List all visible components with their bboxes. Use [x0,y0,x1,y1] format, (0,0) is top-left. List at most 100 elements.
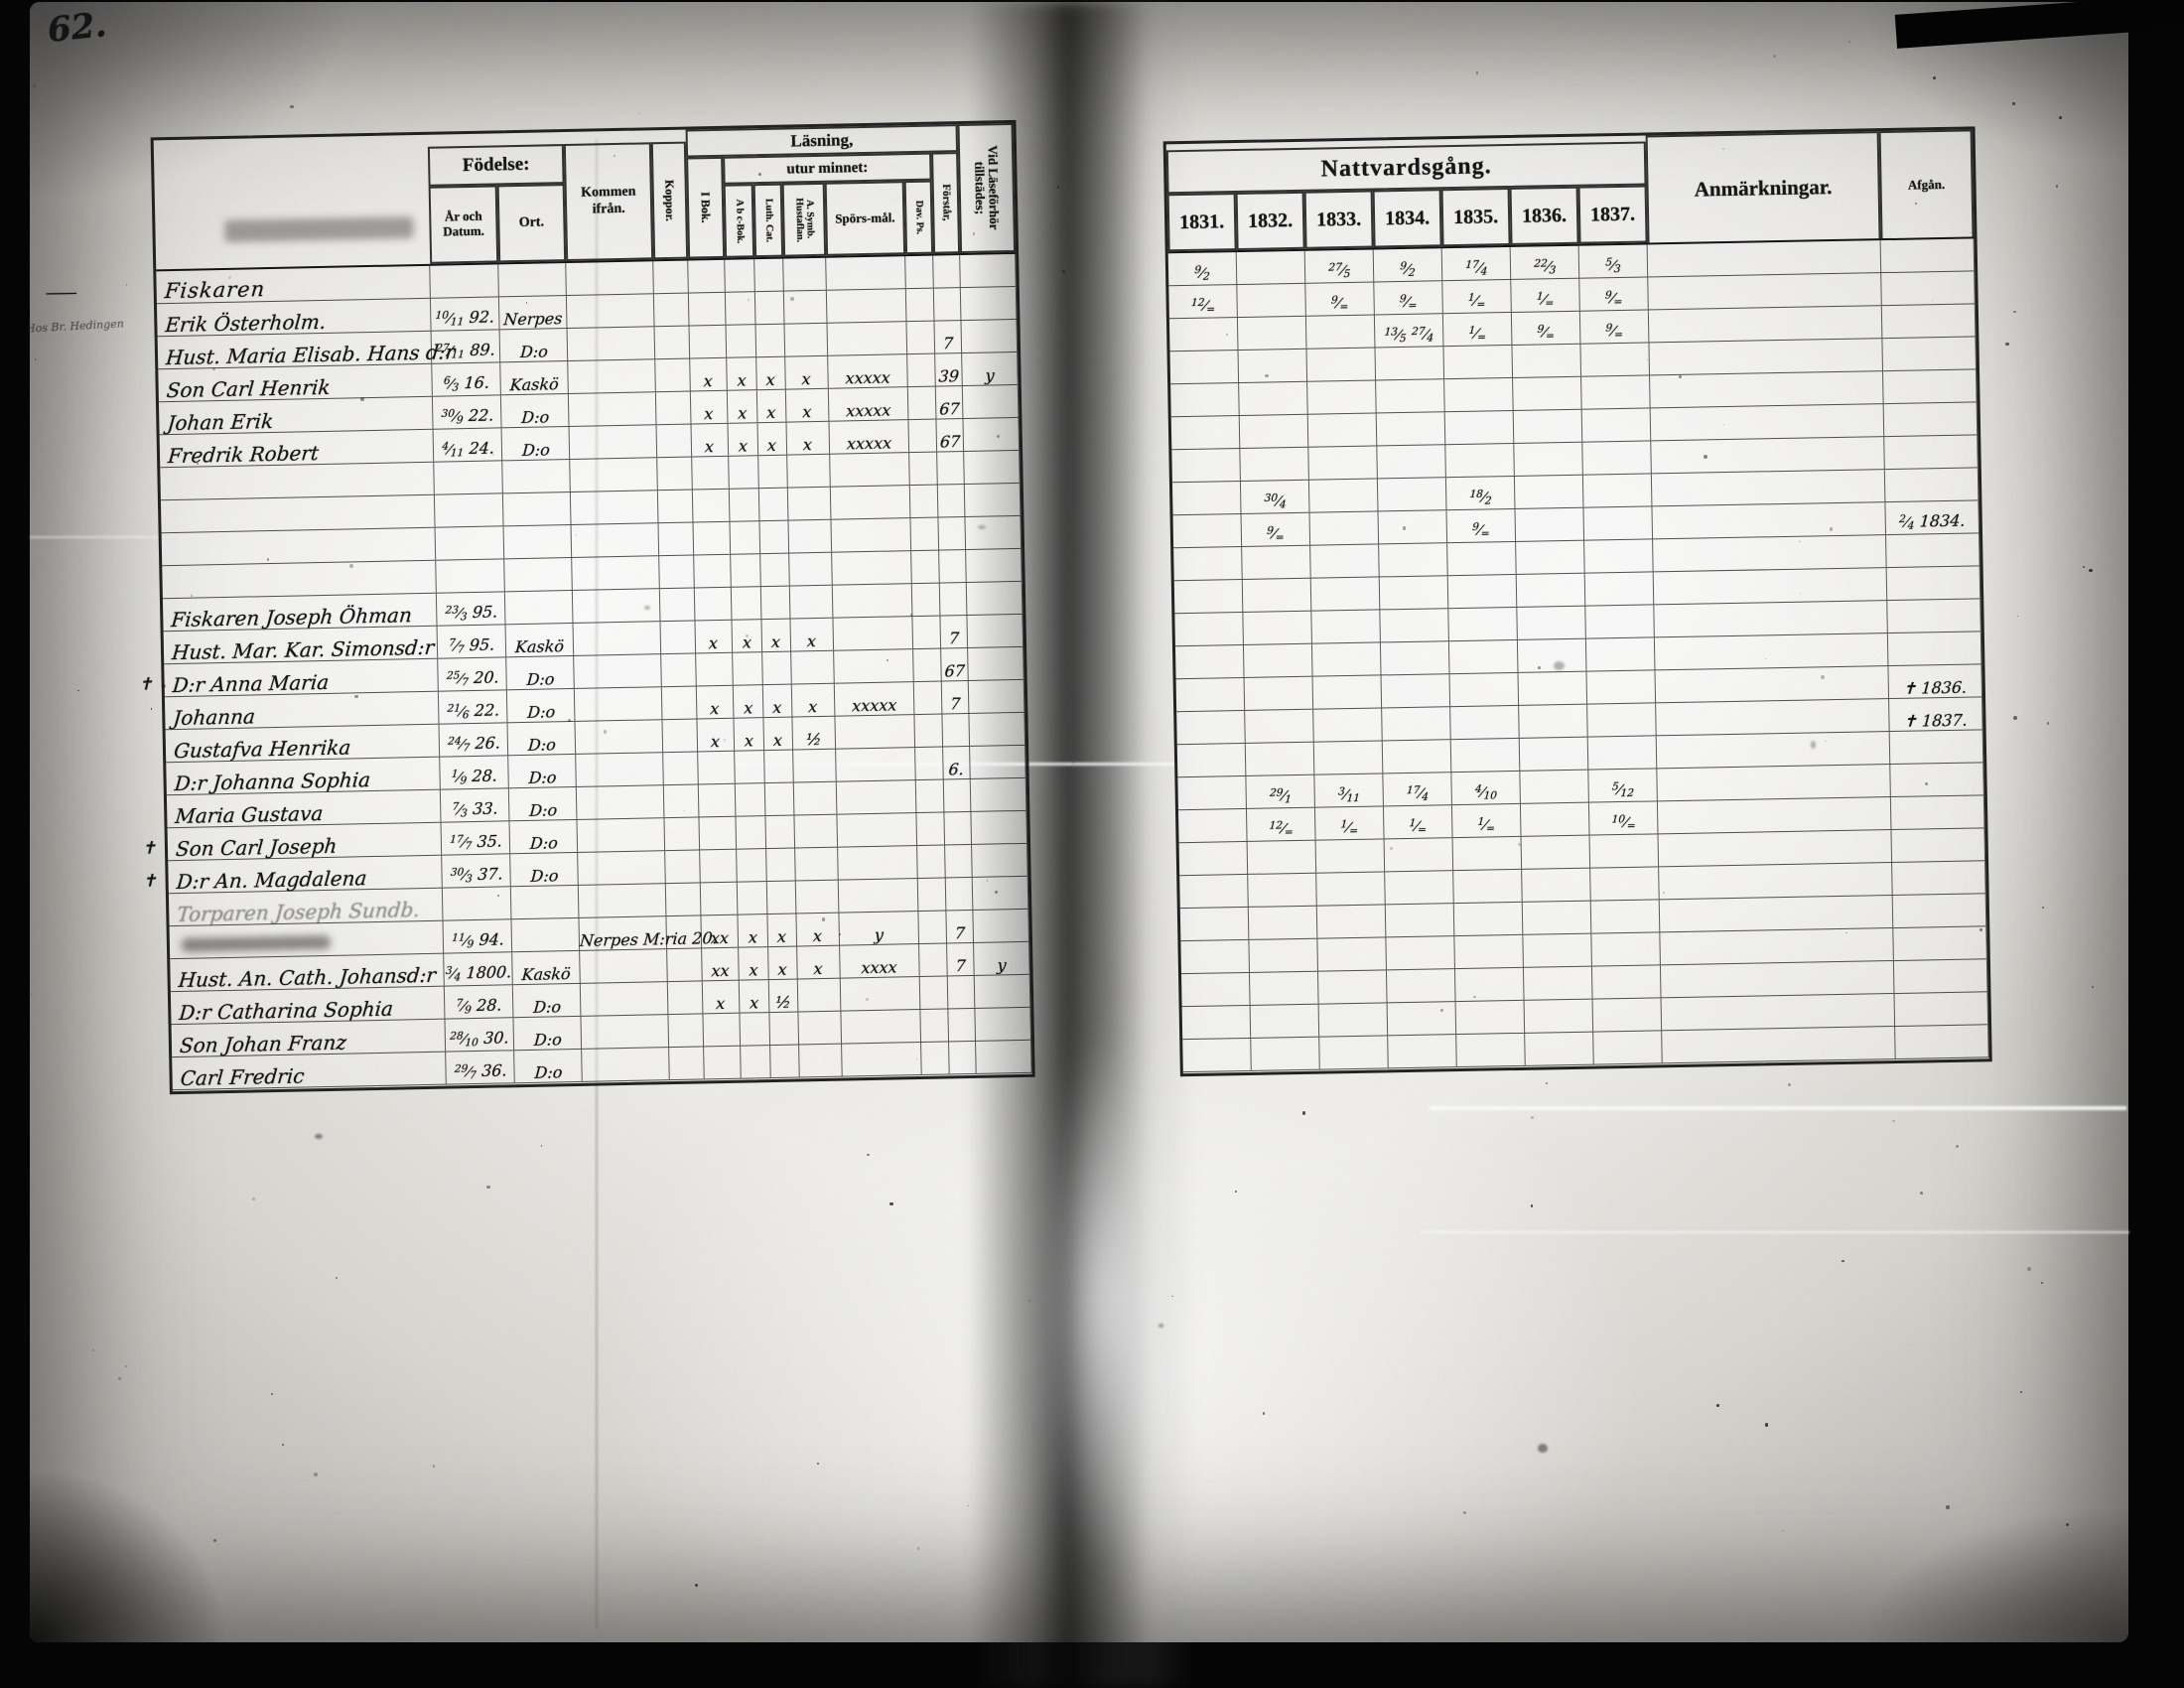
entry-mark: D:o [529,836,558,851]
cell-name [170,921,445,959]
cell-koppor [668,981,704,1014]
cell-anm [1650,371,1884,407]
fraction-date: 9⁄2 [1194,263,1211,282]
cell-ort: D:o [506,656,575,689]
cell-forstar: 67 [936,419,964,452]
communion-date: 9⁄= [1604,291,1623,308]
scan-speck [2092,986,2094,988]
cell-spors [831,518,911,552]
cell-y1834 [1387,969,1456,1002]
cell-ibok: x [690,358,728,391]
entry-mark: ½ [806,733,822,748]
cell-y1832 [1245,677,1314,710]
cell-spors [836,748,916,781]
cell-y1832 [1242,546,1311,579]
fraction-date: 3⁄11 [1337,784,1361,803]
fraction-date: 18⁄2 [1469,488,1493,506]
cell-y1831 [1175,645,1245,678]
fraction-date: 1⁄9 [451,768,468,786]
cell-kommen [570,425,658,459]
fraction-date: 1⁄= [1477,815,1496,834]
cell-symb: x [796,914,840,946]
cell-spors: xxxxx [829,387,909,421]
cell-anm [1648,240,1882,276]
cell-y1831 [1174,580,1244,613]
cell-spors [830,453,910,487]
cell-date: 25⁄7 20. [438,657,507,690]
header-vid-laseforhor: Vid Läseförhör tillstädes; [957,123,1016,253]
fraction-date: 13⁄5 [1384,325,1408,344]
cell-kommen [568,359,656,393]
scratch-line [1430,1106,2126,1110]
cell-koppor [655,359,691,392]
cell-anm [1655,666,1889,702]
header-symb-hustaflan: A. Symb. Hustaflan. [782,183,826,257]
right-table-body: 9⁄2 27⁄5 9⁄2 17⁄4 22⁄3 5⁄3 12⁄= 9⁄= 9⁄= 1⁄= 1⁄= 9⁄=… [1168,238,1989,1072]
header-ort: Ort. [497,184,567,262]
cell-ibok [688,260,726,293]
fraction-date: 4⁄10 [1474,782,1498,801]
cell-kommen [582,1048,670,1081]
communion-date: 1⁄= [1468,327,1487,344]
cell-y1831 [1182,1039,1252,1071]
cell-afgan [1884,402,1979,436]
cell-spors [837,780,917,814]
fraction-date: 1⁄= [1468,324,1487,343]
scratch-line [30,536,159,538]
entry-mark: D:o [528,803,557,818]
cell-koppor [666,883,702,915]
entry-mark: x [808,700,818,715]
cell-y1832 [1244,644,1313,677]
entry-mark: 6. [948,763,964,777]
cell-ibok: x [697,686,735,719]
entry-mark: x [802,405,812,420]
entry-mark: x [802,372,812,387]
cell-date [436,559,505,592]
cell-luth [767,882,797,914]
entry-mark: x [766,372,776,387]
scan-speck [2041,1282,2043,1284]
communion-date: 30⁄4 [1264,494,1288,511]
cell-date: 23⁄3 95. [437,592,506,625]
cell-date: 28⁄10 30. [445,1018,514,1051]
cell-spors [833,617,913,650]
cell-kommen [577,785,665,819]
cell-abc [733,652,763,685]
cell-y1833 [1318,970,1388,1003]
header-kommen-ifran: Kommen ifrån. [564,142,653,261]
birth-date: 27⁄11 89. [436,344,496,361]
cell-y1831: 12⁄= [1168,285,1238,318]
cell-davps [920,976,949,1009]
cell-y1833 [1311,610,1381,642]
cell-date [434,461,503,493]
cell-y1837: 9⁄= [1580,310,1650,343]
cell-name: Hust. Mar. Kar. Simonsd:r [164,627,439,664]
entry-mark: xx [711,963,730,978]
scan-speck [1946,1505,1949,1508]
cell-name: Son Johan Franz [172,1020,447,1057]
cell-y1833 [1309,479,1379,511]
cell-y1837 [1590,834,1660,867]
cell-anm [1662,994,1896,1030]
cell-y1835 [1449,640,1519,673]
cell-davps [908,387,937,420]
cell-ibok [696,653,734,686]
cell-ort: D:o [513,984,582,1017]
cell-luth: ½ [769,979,799,1012]
cell-date: 7⁄7 95. [438,625,507,657]
cell-forstar [937,452,965,485]
cell-y1835 [1454,935,1524,968]
cell-anm [1660,928,1894,964]
cell-date: 30⁄9 22. [433,395,502,428]
person-name: D:r Anna Maria [164,674,330,696]
person-name: Fiskaren [156,281,266,303]
cell-y1835: 1⁄= [1452,804,1522,837]
cell-y1833 [1314,741,1384,774]
communion-date: 9⁄= [1605,324,1624,341]
cell-forstar [949,1042,977,1074]
entry-mark: 7 [954,926,965,941]
scan-speck [1773,55,1776,58]
cell-date: 1⁄9 28. [440,756,509,788]
cell-davps [909,453,938,486]
cell-symb [795,848,839,881]
